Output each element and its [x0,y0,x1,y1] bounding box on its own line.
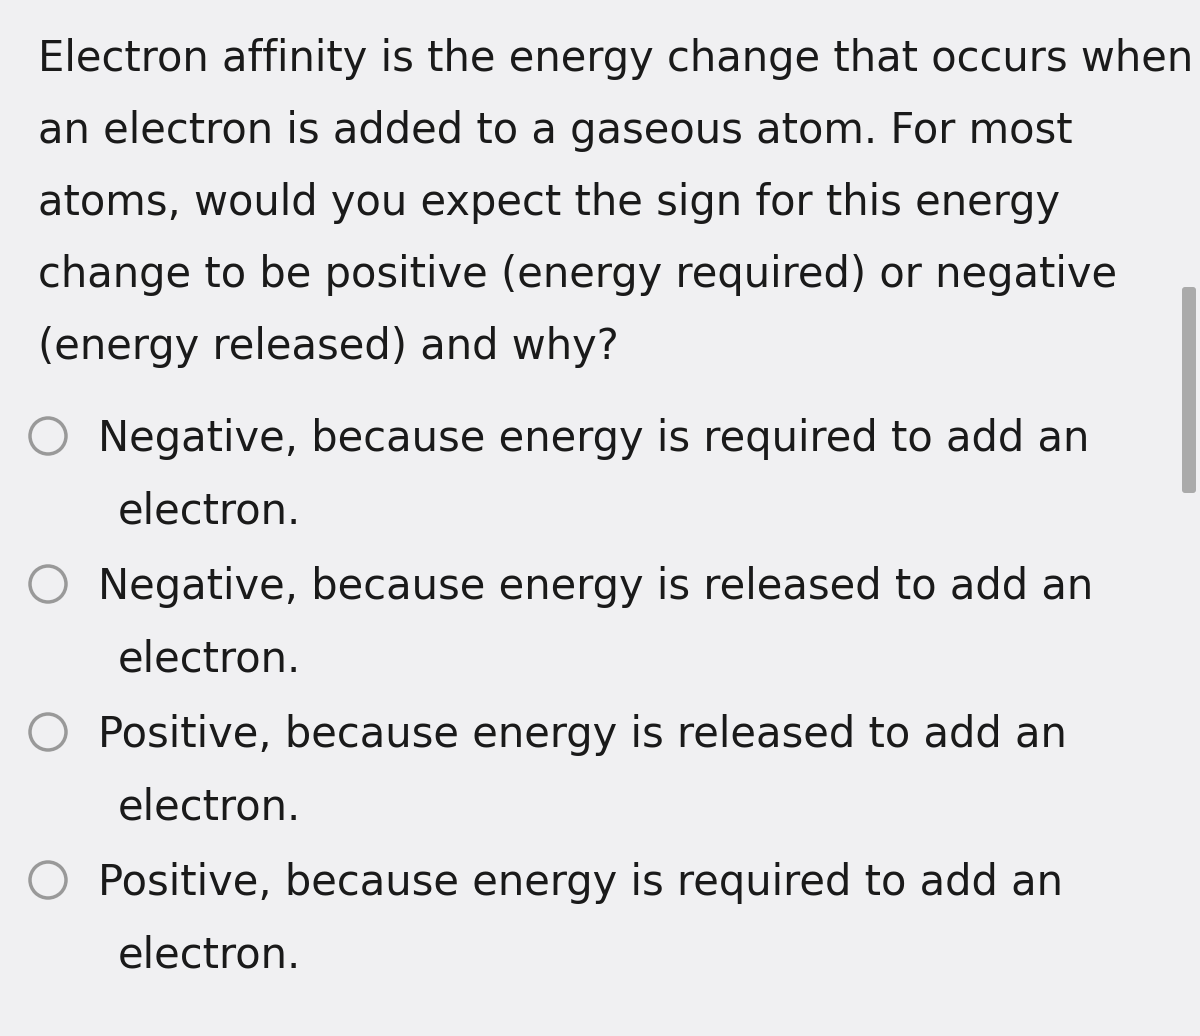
Text: electron.: electron. [118,934,301,976]
Text: atoms, would you expect the sign for this energy: atoms, would you expect the sign for thi… [38,182,1060,224]
Text: electron.: electron. [118,490,301,533]
Text: an electron is added to a gaseous atom. For most: an electron is added to a gaseous atom. … [38,110,1073,152]
Text: change to be positive (energy required) or negative: change to be positive (energy required) … [38,254,1117,296]
Text: Negative, because energy is released to add an: Negative, because energy is released to … [98,566,1093,608]
Text: Positive, because energy is required to add an: Positive, because energy is required to … [98,862,1063,904]
Text: electron.: electron. [118,786,301,828]
Text: Negative, because energy is required to add an: Negative, because energy is required to … [98,418,1090,460]
Text: electron.: electron. [118,638,301,680]
Text: Electron affinity is the energy change that occurs when: Electron affinity is the energy change t… [38,38,1193,80]
FancyBboxPatch shape [1182,287,1196,493]
Text: Positive, because energy is released to add an: Positive, because energy is released to … [98,714,1067,756]
Text: (energy released) and why?: (energy released) and why? [38,326,619,368]
